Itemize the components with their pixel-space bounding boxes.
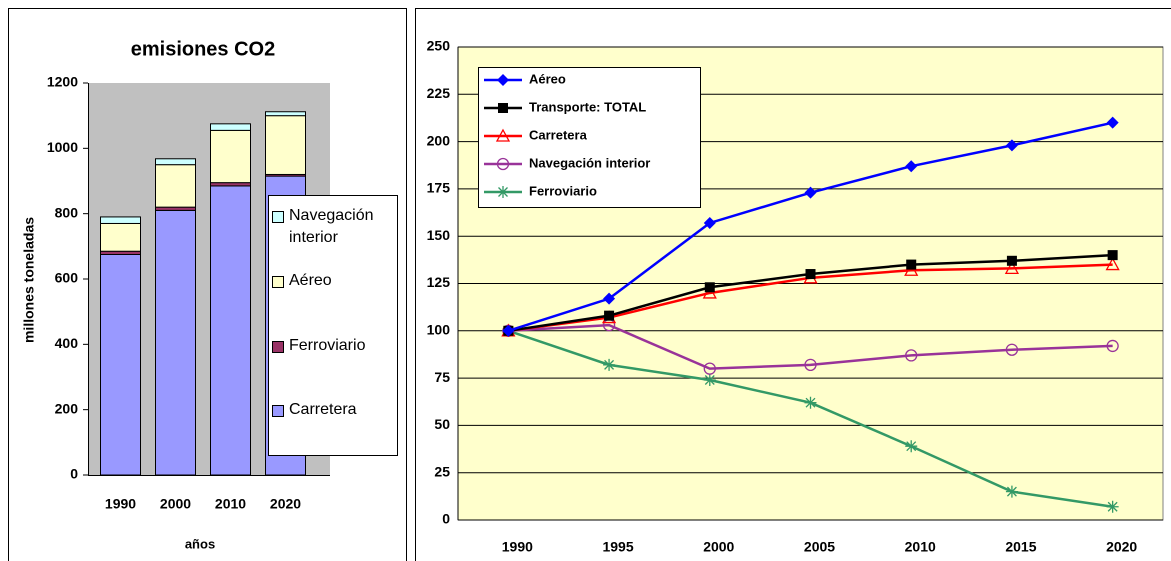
legend-entry: Ferroviario bbox=[272, 335, 394, 357]
x-tick-label: 2005 bbox=[804, 539, 835, 555]
x-tick-label: 1990 bbox=[105, 496, 136, 512]
marker bbox=[704, 282, 715, 293]
bar-segment bbox=[210, 185, 251, 476]
series-line bbox=[508, 323, 1113, 370]
marker bbox=[905, 440, 918, 453]
legend-label: Carretera bbox=[289, 401, 357, 418]
marker bbox=[804, 358, 817, 372]
marker bbox=[703, 216, 716, 229]
legend bbox=[478, 67, 701, 208]
marker bbox=[805, 269, 816, 280]
legend-swatch bbox=[272, 276, 284, 288]
legend-label: Ferroviario bbox=[289, 337, 366, 354]
legend bbox=[268, 195, 398, 456]
y-tick-label: 250 bbox=[427, 38, 451, 54]
marker bbox=[1004, 261, 1020, 275]
marker bbox=[603, 292, 616, 305]
x-tick-label: 1995 bbox=[602, 539, 633, 555]
marker bbox=[496, 157, 510, 171]
marker bbox=[804, 186, 817, 199]
marker bbox=[497, 186, 509, 198]
y-tick-label: 225 bbox=[427, 85, 451, 101]
y-tick-label: 150 bbox=[427, 227, 451, 243]
y-tick-label: 0 bbox=[70, 466, 78, 482]
x-tick-label: 2020 bbox=[1106, 539, 1137, 555]
x-tick-label: 2020 bbox=[270, 496, 301, 512]
marker bbox=[1107, 250, 1118, 261]
marker bbox=[495, 128, 511, 142]
y-tick-label: 125 bbox=[427, 274, 451, 290]
x-tick-label: 2010 bbox=[905, 539, 936, 555]
bar-segment bbox=[155, 164, 196, 208]
marker bbox=[1005, 139, 1018, 152]
y-tick-label: 0 bbox=[442, 511, 450, 527]
x-tick-label: 2000 bbox=[703, 539, 734, 555]
legend-entry: Navegación interior bbox=[272, 205, 394, 249]
bar-segment bbox=[265, 115, 306, 175]
x-tick-label: 2000 bbox=[160, 496, 191, 512]
marker bbox=[904, 262, 919, 276]
marker bbox=[1106, 339, 1119, 353]
bar-segment bbox=[210, 129, 251, 184]
marker bbox=[1005, 485, 1018, 498]
legend-label: Aéreo bbox=[529, 71, 566, 86]
x-tick-label: 2015 bbox=[1005, 539, 1036, 555]
bar-segment bbox=[265, 111, 306, 117]
y-tick-label: 800 bbox=[55, 204, 79, 220]
bar-segment bbox=[100, 254, 141, 476]
legend-swatch bbox=[272, 405, 284, 417]
y-tick-label: 200 bbox=[427, 132, 451, 148]
y-tick-label: 175 bbox=[427, 180, 451, 196]
marker bbox=[1105, 257, 1120, 271]
y-tick-label: 25 bbox=[434, 463, 450, 479]
bar-segment bbox=[155, 209, 196, 476]
bar-segment bbox=[155, 158, 196, 166]
legend-label: Aéreo bbox=[289, 272, 332, 289]
bar-segment bbox=[100, 216, 141, 224]
marker bbox=[906, 259, 917, 270]
marker bbox=[905, 160, 918, 173]
x-axis-label: años bbox=[185, 536, 215, 551]
bar-segment bbox=[100, 222, 141, 252]
marker bbox=[603, 358, 616, 371]
y-tick-label: 400 bbox=[55, 335, 79, 351]
legend-label: Carretera bbox=[529, 127, 588, 142]
legend-label: Navegación interior bbox=[289, 207, 374, 246]
chart-title: emisiones CO2 bbox=[131, 38, 276, 60]
legend-label: Transporte: TOTAL bbox=[529, 99, 646, 114]
marker bbox=[702, 285, 717, 299]
y-axis-label: millones toneladas bbox=[21, 217, 37, 343]
x-tick-label: 1990 bbox=[502, 539, 533, 555]
y-tick-label: 50 bbox=[434, 416, 450, 432]
y-tick-label: 1000 bbox=[47, 139, 78, 155]
legend-swatch bbox=[272, 211, 284, 223]
marker bbox=[604, 310, 615, 321]
legend-entry: Aéreo bbox=[272, 270, 394, 292]
legend-entry: Carretera bbox=[272, 399, 394, 421]
marker bbox=[497, 74, 509, 86]
bar-segment bbox=[210, 123, 251, 131]
marker bbox=[502, 324, 515, 337]
marker bbox=[703, 373, 716, 386]
x-tick-label: 2010 bbox=[215, 496, 246, 512]
y-tick-label: 100 bbox=[427, 322, 451, 338]
y-tick-label: 1200 bbox=[47, 74, 78, 90]
marker bbox=[1106, 500, 1119, 513]
y-tick-label: 200 bbox=[55, 400, 79, 416]
marker bbox=[498, 103, 508, 113]
marker bbox=[1005, 343, 1019, 356]
y-tick-label: 600 bbox=[55, 270, 79, 286]
marker bbox=[905, 349, 918, 362]
marker bbox=[703, 362, 716, 375]
y-tick-label: 75 bbox=[434, 369, 450, 385]
marker bbox=[1106, 116, 1119, 129]
legend-label: Ferroviario bbox=[529, 183, 597, 198]
legend-swatch bbox=[272, 341, 284, 353]
marker bbox=[1006, 255, 1017, 266]
legend-label: Navegación interior bbox=[529, 155, 650, 170]
marker bbox=[804, 396, 817, 409]
